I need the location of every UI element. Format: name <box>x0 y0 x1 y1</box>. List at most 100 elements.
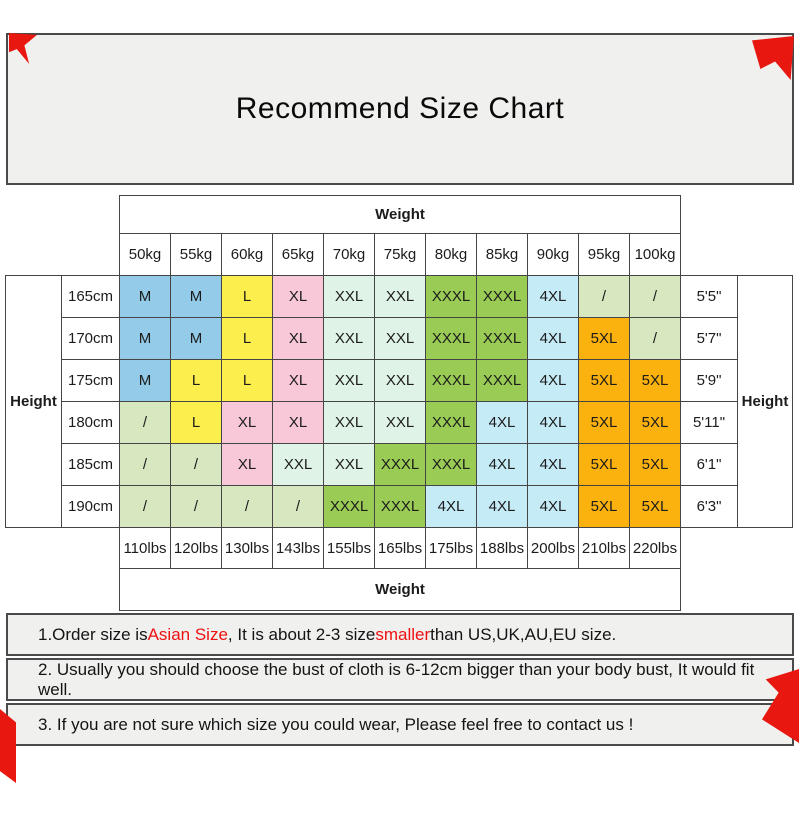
height-label-right: Height <box>737 275 793 528</box>
lbs-cell: 120lbs <box>170 527 222 569</box>
lbs-cell: 130lbs <box>221 527 273 569</box>
size-cell: 4XL <box>527 275 579 318</box>
size-cell: 4XL <box>476 401 528 444</box>
size-cell: XL <box>272 275 324 318</box>
kg-cell: 55kg <box>170 233 222 276</box>
lbs-cell: 175lbs <box>425 527 477 569</box>
size-cell: / <box>119 443 171 486</box>
size-cell: XXL <box>374 275 426 318</box>
size-cell: XXXL <box>425 401 477 444</box>
size-cell: 5XL <box>629 401 681 444</box>
size-cell: 5XL <box>578 485 630 528</box>
size-cell: / <box>119 485 171 528</box>
size-cell: L <box>170 401 222 444</box>
size-cell: XXXL <box>323 485 375 528</box>
size-cell: XXXL <box>374 443 426 486</box>
height-ft-cell: 6'3" <box>680 485 738 528</box>
size-cell: / <box>578 275 630 318</box>
size-cell: XXL <box>323 401 375 444</box>
table-row: 175cm M L L XL XXL XXL XXXL XXXL 4XL 5XL 5XL 5'9" <box>6 359 793 402</box>
kg-cell: 80kg <box>425 233 477 276</box>
size-cell: 5XL <box>578 401 630 444</box>
size-cell: XXL <box>374 359 426 402</box>
size-cell: 4XL <box>527 443 579 486</box>
spacer-cell <box>5 568 120 611</box>
height-label-left: Height <box>5 275 62 528</box>
size-cell: M <box>119 317 171 360</box>
size-cell: 4XL <box>476 485 528 528</box>
lbs-cell: 110lbs <box>119 527 171 569</box>
note-2-text: 2. Usually you should choose the bust of… <box>38 659 755 699</box>
size-cell: XL <box>221 401 273 444</box>
lbs-row: 110lbs 120lbs 130lbs 143lbs 155lbs 165lbs 175l… <box>5 527 793 569</box>
table-row: Height 165cm M M L XL XXL XXL XXXL XXXL 4XL //5'5" H… <box>5 275 793 528</box>
table-row: 185cm / / XL XXL XXL XXXL XXXL 4XL 4XL 5XL 5XL 6'1" <box>6 443 793 486</box>
size-cell: XXL <box>374 317 426 360</box>
weight-header-bottom: Weight <box>119 568 681 611</box>
size-cell: XL <box>272 359 324 402</box>
kg-cell: 95kg <box>578 233 630 276</box>
size-cell: 5XL <box>629 443 681 486</box>
size-cell: 4XL <box>527 359 579 402</box>
table-row: 190cm / / / / XXXL XXXL 4XL 4XL 4XL 5XL 5XL 6'3" <box>6 485 793 528</box>
note-1-highlight-asian-size: Asian Size <box>147 624 228 644</box>
note-1-text-end: than US,UK,AU,EU size. <box>430 624 617 644</box>
kg-cell: 50kg <box>119 233 171 276</box>
lbs-cell: 155lbs <box>323 527 375 569</box>
height-ft-cell: 5'7" <box>680 317 738 360</box>
spacer-cell <box>680 233 793 276</box>
size-cell: 4XL <box>425 485 477 528</box>
size-cell: XXXL <box>476 359 528 402</box>
spacer-cell <box>680 527 793 569</box>
size-chart-table: Weight 50kg 55kg 60kg 65kg 70kg 75kg 80kg 85kg 90… <box>5 195 793 611</box>
size-cell: XL <box>221 443 273 486</box>
lbs-cell: 210lbs <box>578 527 630 569</box>
lbs-cell: 220lbs <box>629 527 681 569</box>
size-cell: / <box>170 443 222 486</box>
height-cm-cell: 180cm <box>61 401 120 444</box>
size-cell: 5XL <box>578 317 630 360</box>
size-cell: M <box>170 317 222 360</box>
height-ft-cell: 5'11" <box>680 401 738 444</box>
size-cell: 4XL <box>527 485 579 528</box>
size-cell: / <box>629 275 681 318</box>
size-cell: L <box>221 275 273 318</box>
kg-cell: 60kg <box>221 233 273 276</box>
lbs-cell: 165lbs <box>374 527 426 569</box>
size-cell: XL <box>272 401 324 444</box>
size-cell: / <box>170 485 222 528</box>
table-row: 170cm M M L XL XXL XXL XXXL XXXL 4XL 5XL/5'7" <box>6 317 793 360</box>
size-cell: L <box>221 359 273 402</box>
size-cell: L <box>170 359 222 402</box>
table-row: 180cm / L XL XL XXL XXL XXXL 4XL 4XL 5XL 5XL 5'11" <box>6 401 793 444</box>
title-box: Recommend Size Chart <box>6 33 794 185</box>
size-cell: XXL <box>323 443 375 486</box>
lbs-cell: 143lbs <box>272 527 324 569</box>
note-3-text: 3. If you are not sure which size you co… <box>38 714 634 734</box>
page-title: Recommend Size Chart <box>235 92 565 125</box>
size-cell: XXL <box>323 275 375 318</box>
size-cell: / <box>629 317 681 360</box>
spacer-cell <box>5 195 120 234</box>
size-cell: / <box>272 485 324 528</box>
spacer-cell <box>5 233 120 276</box>
weight-header-row-top: Weight <box>5 195 793 234</box>
size-cell: L <box>221 317 273 360</box>
kg-row: 50kg 55kg 60kg 65kg 70kg 75kg 80kg 85kg 90kg 95kg… <box>5 233 793 276</box>
height-cm-cell: 190cm <box>61 485 120 528</box>
height-cm-cell: 170cm <box>61 317 120 360</box>
size-cell: XXXL <box>425 275 477 318</box>
note-1-highlight-smaller: smaller <box>375 624 431 644</box>
size-cell: XXXL <box>476 275 528 318</box>
note-1-text-mid: , It is about 2-3 size <box>227 624 376 644</box>
note-1-text: 1.Order size is <box>38 624 148 644</box>
kg-cell: 70kg <box>323 233 375 276</box>
size-cell: XXXL <box>476 317 528 360</box>
height-cm-cell: 165cm <box>61 275 120 318</box>
size-cell: M <box>119 359 171 402</box>
size-cell: / <box>221 485 273 528</box>
size-cell: XXXL <box>425 317 477 360</box>
kg-cell: 65kg <box>272 233 324 276</box>
height-ft-cell: 5'5" <box>680 275 738 318</box>
kg-cell: 100kg <box>629 233 681 276</box>
